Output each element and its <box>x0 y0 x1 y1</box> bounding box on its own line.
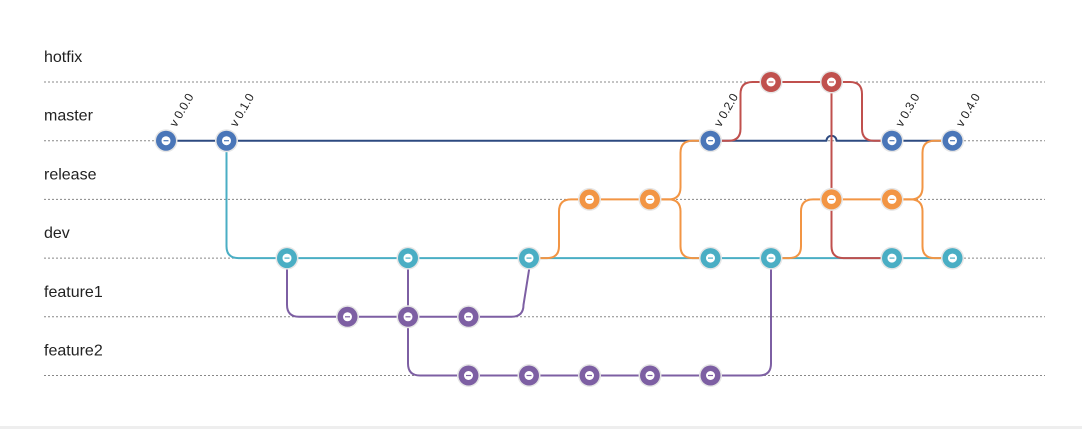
commit-node-f1[interactable] <box>336 305 359 329</box>
commit-node-g4[interactable] <box>638 364 662 387</box>
lane-label-dev: dev <box>44 225 70 242</box>
edge-g5-d5 <box>709 257 772 377</box>
commit-node-g5[interactable] <box>699 364 722 387</box>
edge-h2-d6 <box>830 81 893 260</box>
commit-node-m2[interactable] <box>215 129 238 153</box>
commit-node-m4[interactable] <box>880 129 904 153</box>
commit-node-f3[interactable] <box>457 305 480 329</box>
edge-d1-f1 <box>286 257 349 318</box>
edge-m3-h1 <box>709 81 772 142</box>
version-tags: v 0.0.0 v 0.1.0 v 0.2.0 v 0.3.0 v 0.4.0 <box>166 91 983 129</box>
version-tag-m1: v 0.0.0 <box>166 91 196 129</box>
edge-r2-m3 <box>649 139 712 201</box>
commit-node-m5[interactable] <box>941 129 964 153</box>
commit-node-g3[interactable] <box>578 364 601 387</box>
commit-node-g1[interactable] <box>457 364 480 387</box>
branch-edges <box>165 81 954 377</box>
version-tag-m4: v 0.3.0 <box>892 91 922 129</box>
edge-r2-d4 <box>649 198 712 260</box>
commit-node-f2[interactable] <box>396 305 420 329</box>
lane-label-master: master <box>44 108 94 125</box>
commit-node-d5[interactable] <box>759 246 783 270</box>
commit-node-g2[interactable] <box>517 364 541 387</box>
lane-label-feature2: feature2 <box>44 343 103 360</box>
commit-node-d3[interactable] <box>517 246 541 270</box>
edge-m2-d1 <box>225 139 288 260</box>
commit-node-r2[interactable] <box>638 187 662 211</box>
bottom-divider <box>0 426 1082 429</box>
commit-node-d7[interactable] <box>941 246 964 270</box>
edge-r4-m5 <box>891 139 954 201</box>
commit-node-m3[interactable] <box>699 129 722 153</box>
edge-m1-m5 <box>165 134 954 142</box>
lane-label-hotfix: hotfix <box>44 49 82 66</box>
commit-nodes <box>154 70 964 387</box>
commit-node-r1[interactable] <box>578 187 601 211</box>
commit-node-d1[interactable] <box>275 246 299 270</box>
commit-node-d6[interactable] <box>880 246 904 270</box>
commit-node-m1[interactable] <box>154 129 178 153</box>
edge-f3-d3 <box>467 257 530 318</box>
commit-node-h1[interactable] <box>759 70 783 94</box>
edge-d5-r3 <box>770 198 833 260</box>
edge-r4-d7 <box>891 198 954 260</box>
lane-label-release: release <box>44 166 97 183</box>
commit-node-r3[interactable] <box>820 187 843 211</box>
lane-label-feature1: feature1 <box>44 284 103 301</box>
edge-h2-m4 <box>830 81 893 142</box>
commit-node-d2[interactable] <box>396 246 420 270</box>
commit-node-r4[interactable] <box>880 187 904 211</box>
commit-node-d4[interactable] <box>699 246 722 270</box>
version-tag-m2: v 0.1.0 <box>227 91 257 129</box>
commit-node-h2[interactable] <box>820 70 843 94</box>
version-tag-m5: v 0.4.0 <box>953 91 983 129</box>
version-tag-m3: v 0.2.0 <box>711 91 741 129</box>
edge-d3-r1 <box>528 198 591 260</box>
